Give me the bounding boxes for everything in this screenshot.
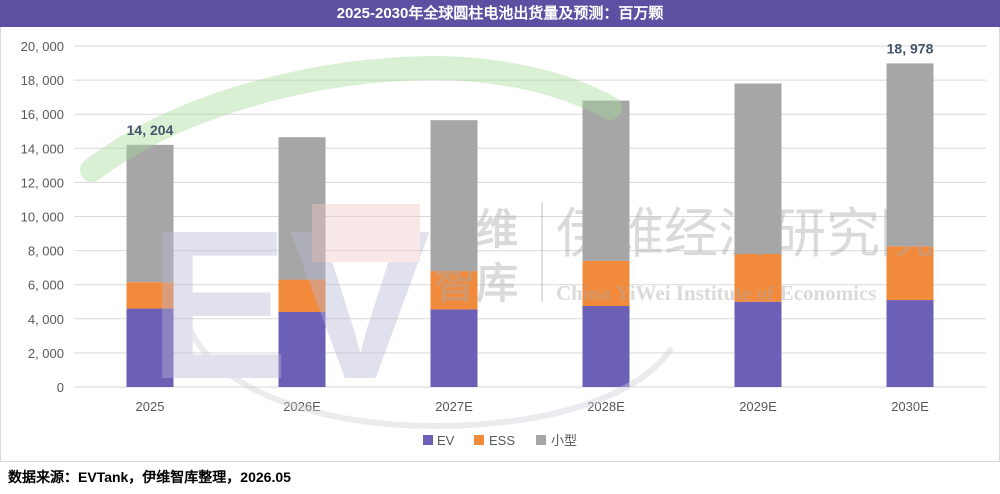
watermark-institute-en: China YiWei Institute of Economics [556, 281, 876, 305]
legend-swatch-small [536, 435, 546, 445]
bar-segment-ESS-2027E [430, 271, 478, 310]
watermark: EV 伊维 智库 伊维经济研究院 China YiWei Institute o… [80, 55, 934, 429]
x-tick-label: 2027E [435, 399, 473, 414]
grid-layer [74, 45, 986, 388]
watermark-grid-block [312, 204, 420, 262]
bar-segment-小型-2030E [886, 63, 934, 247]
y-tick-label: 2, 000 [28, 346, 64, 361]
total-data-label: 18, 978 [887, 40, 934, 56]
bar-segment-EV-2028E [582, 306, 630, 387]
bar-segment-EV-2029E [734, 301, 782, 387]
bar-segment-ESS-2028E [582, 260, 630, 307]
legend-label-small: 小型 [551, 433, 577, 448]
axis-layer: 0 2, 000 4, 000 6, 000 8, 000 10, 000 12, 000 1… [21, 39, 929, 414]
bar-segment-小型-2027E [430, 120, 478, 272]
y-tick-label: 16, 000 [21, 107, 64, 122]
y-tick-label: 12, 000 [21, 175, 64, 190]
x-tick-label: 2026E [283, 399, 321, 414]
y-tick-label: 4, 000 [28, 312, 64, 327]
legend: EV ESS 小型 [423, 433, 577, 448]
chart-title: 2025-2030年全球圆柱电池出货量及预测：百万颗 [0, 0, 1000, 27]
y-tick-label: 8, 000 [28, 244, 64, 259]
bar-segment-ESS-2030E [886, 246, 934, 301]
bar-segment-小型-2028E [582, 100, 630, 261]
bar-segment-EV-2026E [278, 311, 326, 387]
watermark-institute-cn: 伊维经济研究院 [556, 204, 934, 264]
legend-swatch-ev [423, 435, 433, 445]
y-tick-label: 6, 000 [28, 278, 64, 293]
watermark-brand-letters: EV [148, 186, 431, 423]
legend-label-ess: ESS [489, 433, 515, 448]
x-tick-label: 2025 [136, 399, 165, 414]
watermark-logo-line2: 智库 [434, 260, 518, 307]
bar-segment-小型-2025 [126, 144, 174, 283]
total-data-label: 14, 204 [127, 122, 174, 138]
bar-segment-EV-2025 [126, 308, 174, 387]
bar-segment-ESS-2026E [278, 279, 326, 312]
x-tick-label: 2028E [587, 399, 625, 414]
x-tick-label: 2029E [739, 399, 777, 414]
y-tick-label: 14, 000 [21, 141, 64, 156]
watermark-swoosh [80, 55, 622, 182]
bar-segment-ESS-2029E [734, 254, 782, 302]
bar-segment-EV-2030E [886, 300, 934, 387]
watermark-ring [187, 327, 673, 429]
legend-label-ev: EV [437, 433, 455, 448]
legend-swatch-ess [474, 435, 484, 445]
y-tick-label: 0 [57, 380, 64, 395]
watermark-logo-line1: 伊维 [433, 206, 518, 253]
bar-segment-小型-2026E [278, 137, 326, 280]
y-tick-label: 10, 000 [21, 210, 64, 225]
x-tick-label: 2030E [891, 399, 929, 414]
label-layer: 14, 204 18, 978 [127, 40, 934, 137]
bar-segment-ESS-2025 [126, 282, 174, 309]
bar-segment-小型-2029E [734, 83, 782, 255]
bar-layer [126, 63, 934, 387]
y-tick-label: 18, 000 [21, 73, 64, 88]
y-tick-label: 20, 000 [21, 39, 64, 54]
data-source-note: 数据来源：EVTank，伊维智库整理，2026.05 [8, 469, 291, 485]
bar-segment-EV-2027E [430, 309, 478, 387]
